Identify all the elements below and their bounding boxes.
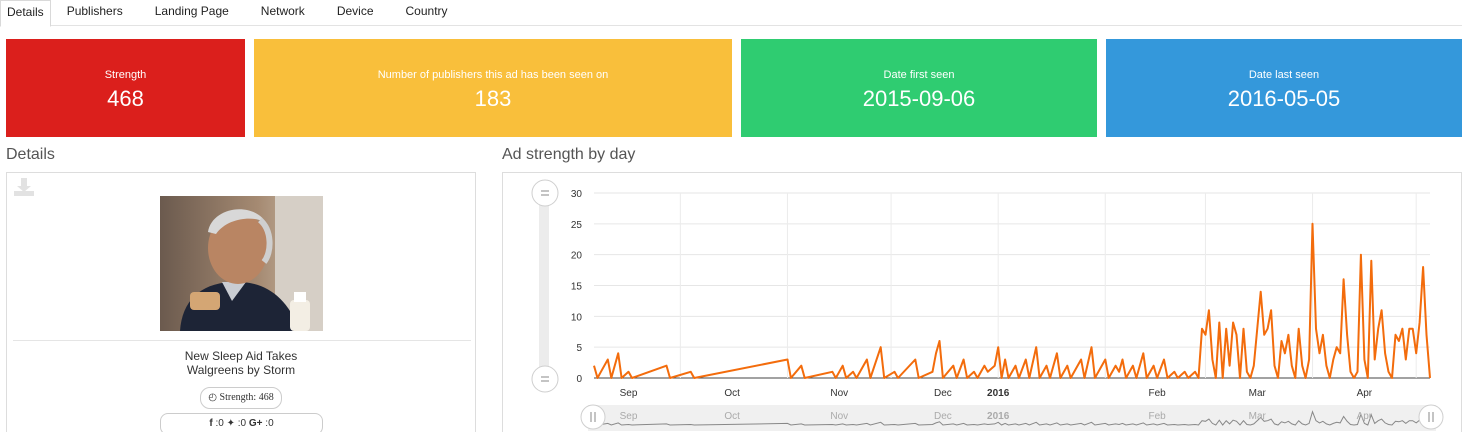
navigator-track — [588, 405, 1436, 431]
details-section-title: Details — [6, 146, 55, 163]
publishers-card-label: Number of publishers this ad has been se… — [377, 69, 609, 81]
x-tick-label: 2016 — [987, 388, 1010, 399]
navigator-label: Sep — [620, 411, 638, 422]
y-range-bottom-handle — [531, 365, 559, 393]
ad-title-line-1: New Sleep Aid Takes — [184, 349, 298, 363]
strength-card-label: Strength — [104, 69, 147, 81]
x-tick-label: Apr — [1357, 388, 1373, 399]
navigator-label: 2016 — [987, 411, 1010, 422]
googleplus-count-separator: : — [265, 418, 269, 429]
y-tick-label: 0 — [576, 374, 582, 385]
strength-card-value: 468 — [107, 86, 144, 111]
y-tick-label: 15 — [571, 282, 583, 293]
clock-icon: ◴ — [208, 392, 218, 403]
last-seen-card: Date last seen 2016-05-05 — [1106, 39, 1462, 137]
ad-title[interactable]: New Sleep Aid Takes Walgreens by Storm — [7, 349, 475, 377]
navigator-label: Oct — [724, 411, 740, 422]
navigator-label: Dec — [934, 411, 952, 422]
y-tick-label: 20 — [571, 251, 583, 262]
googleplus-count: 0 — [268, 418, 274, 429]
y-tick-label: 5 — [576, 343, 582, 354]
y-tick-label: 30 — [571, 189, 583, 200]
twitter-icon: ✦ — [226, 418, 235, 429]
details-panel: New Sleep Aid Takes Walgreens by Storm ◴… — [6, 172, 476, 432]
social-counts: f :0 ✦ :0 G+ :0 — [160, 413, 323, 432]
chart-section-title: Ad strength by day — [502, 146, 636, 163]
y-tick-label: 25 — [571, 220, 583, 231]
x-tick-label: Feb — [1148, 388, 1166, 399]
last-seen-card-label: Date last seen — [1248, 69, 1320, 81]
tab-device[interactable]: Device — [336, 4, 374, 18]
tab-publishers[interactable]: Publishers — [66, 4, 123, 18]
x-tick-label: Oct — [724, 388, 740, 399]
publishers-card-value: 183 — [474, 86, 512, 111]
download-icon[interactable] — [13, 177, 35, 197]
x-tick-label: Dec — [934, 388, 952, 399]
x-tick-label: Nov — [830, 388, 848, 399]
tab-network[interactable]: Network — [260, 4, 305, 18]
last-seen-card-value: 2016-05-05 — [1227, 86, 1341, 111]
tab-bar: Details Publishers Landing Page Network … — [0, 0, 1462, 27]
navigator-series-line — [593, 410, 1431, 426]
y-range-top-handle — [531, 179, 559, 207]
tab-landing-page[interactable]: Landing Page — [154, 4, 229, 18]
navigator-label: Nov — [830, 411, 848, 422]
tab-details[interactable]: Details — [0, 0, 51, 27]
strength-badge-text: Strength: 468 — [219, 392, 274, 403]
x-tick-label: Mar — [1249, 388, 1267, 399]
details-divider — [13, 340, 471, 341]
twitter-count: 0 — [240, 418, 247, 429]
first-seen-card-value: 2015-09-06 — [862, 86, 976, 111]
navigator-label: Feb — [1148, 411, 1166, 422]
ad-image[interactable] — [160, 196, 323, 331]
first-seen-card: Date first seen 2015-09-06 — [741, 39, 1097, 137]
strength-card: Strength 468 — [6, 39, 245, 137]
y-tick-label: 10 — [571, 312, 583, 323]
facebook-icon: f — [209, 418, 213, 429]
facebook-count: 0 — [218, 418, 224, 429]
publishers-card: Number of publishers this ad has been se… — [254, 39, 732, 137]
ad-title-line-2: Walgreens by Storm — [186, 363, 296, 377]
strength-chart[interactable]: 0 5 10 15 20 25 30 Sep Oct Nov Dec 2016 Feb Mar Apr Sep… — [503, 173, 1461, 431]
navigator-label: Mar — [1249, 411, 1267, 422]
strength-series-line — [593, 222, 1431, 379]
googleplus-icon: G+ — [248, 418, 263, 429]
twitter-count-separator: : — [237, 418, 241, 429]
tab-country[interactable]: Country — [405, 4, 448, 18]
x-tick-label: Sep — [620, 388, 638, 399]
y-range-slider-track — [539, 193, 549, 379]
navigator-label: Apr — [1357, 411, 1373, 422]
navigator-left-handle[interactable] — [580, 404, 606, 430]
facebook-count-separator: : — [215, 418, 219, 429]
chart-panel: 0 5 10 15 20 25 30 Sep Oct Nov Dec 2016 Feb Mar Apr Sep… — [502, 172, 1462, 432]
navigator-right-handle[interactable] — [1418, 404, 1444, 430]
strength-badge: ◴ Strength: 468 — [200, 387, 282, 409]
first-seen-card-label: Date first seen — [883, 69, 955, 81]
